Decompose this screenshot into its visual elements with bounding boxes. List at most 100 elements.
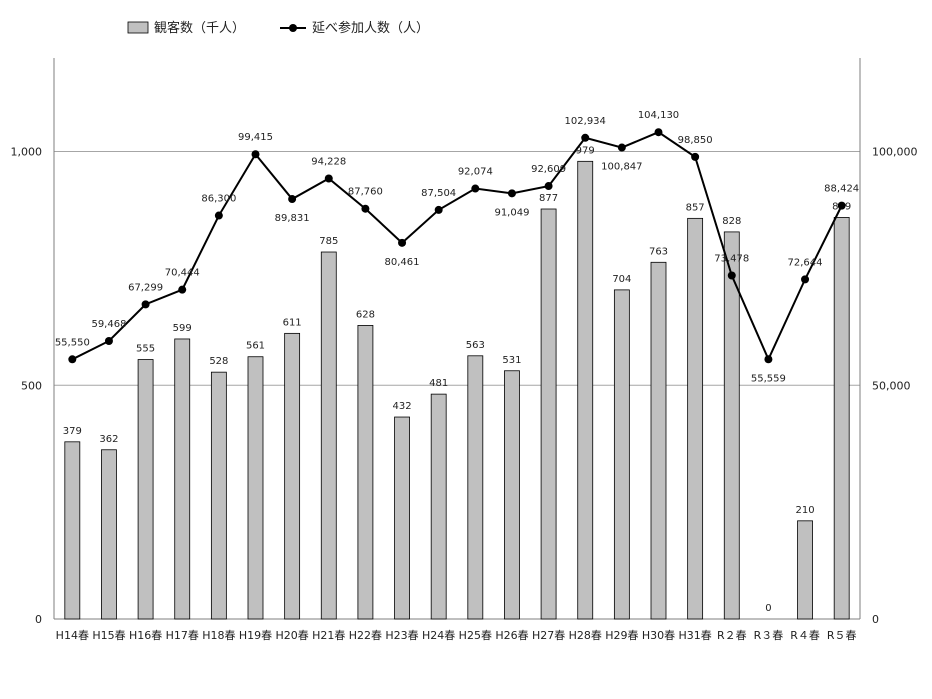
x-tick-label: H22春 — [349, 629, 382, 642]
line-data-label: 94,228 — [311, 156, 346, 167]
line-point — [471, 184, 480, 193]
x-tick-label: H25春 — [459, 629, 492, 642]
bar-data-label: 561 — [246, 341, 265, 352]
y-right-tick-label: 50,000 — [872, 379, 911, 392]
legend-line-label: 延べ参加人数（人） — [312, 20, 429, 36]
bar — [650, 261, 667, 620]
bar-data-label: 528 — [209, 356, 228, 367]
bar-data-label: 785 — [319, 236, 338, 247]
line-data-label: 88,424 — [824, 184, 859, 195]
bar — [504, 370, 520, 620]
x-tick-label: R３春 — [754, 629, 784, 642]
line-point — [214, 211, 223, 220]
bar — [577, 160, 594, 620]
x-tick-label: H27春 — [532, 629, 565, 642]
line-point — [581, 133, 590, 142]
x-tick-label: H30春 — [642, 629, 675, 642]
line-point — [837, 201, 846, 210]
bar-data-label: 979 — [576, 145, 595, 156]
x-tick-label: H24春 — [422, 629, 455, 642]
bar-data-label: 563 — [466, 340, 485, 351]
bar-data-label: 763 — [649, 246, 668, 257]
line-point — [104, 336, 113, 345]
bar — [430, 393, 447, 620]
bar — [613, 289, 630, 620]
x-tick-label: R２春 — [717, 629, 747, 642]
bar-data-label: 877 — [539, 193, 558, 204]
line-point — [251, 150, 260, 159]
y-left-tick-label: 0 — [35, 613, 42, 626]
line-data-label: 99,415 — [238, 132, 273, 143]
legend-bar-swatch — [127, 21, 149, 34]
x-tick-label: H17春 — [166, 629, 199, 642]
bar-data-label: 828 — [722, 216, 741, 227]
bar-data-label: 362 — [99, 434, 118, 445]
x-tick-label: H26春 — [495, 629, 528, 642]
line-data-label: 91,049 — [494, 207, 529, 218]
x-tick-label: H21春 — [312, 629, 345, 642]
bar-data-label: 481 — [429, 378, 448, 389]
legend-line-marker — [289, 24, 297, 32]
bar — [64, 441, 81, 620]
line-data-label: 67,299 — [128, 282, 163, 293]
x-tick-label: R４春 — [790, 629, 820, 642]
bar — [687, 217, 704, 620]
y-right-tick-label: 100,000 — [872, 146, 918, 159]
line-data-label: 59,468 — [91, 319, 126, 330]
line-point — [764, 355, 773, 364]
line-point — [801, 275, 810, 284]
bar — [101, 449, 117, 620]
bar-data-label: 555 — [136, 344, 155, 355]
line-point — [617, 143, 626, 152]
x-tick-label: H31春 — [678, 629, 711, 642]
x-tick-label: H18春 — [202, 629, 235, 642]
bar-data-label: 611 — [283, 317, 302, 328]
bar — [247, 356, 264, 620]
bar-data-label: 599 — [173, 323, 192, 334]
bar-data-label: 857 — [686, 202, 705, 213]
bar-data-label: 628 — [356, 309, 375, 320]
bar — [210, 371, 227, 620]
line-point — [727, 271, 736, 280]
line-point — [361, 204, 370, 213]
y-left-tick-label: 1,000 — [11, 146, 43, 159]
bar — [357, 325, 374, 620]
x-tick-label: H23春 — [385, 629, 418, 642]
bar — [320, 251, 337, 620]
bar — [467, 355, 484, 620]
x-tick-label: H14春 — [56, 629, 89, 642]
x-tick-label: H16春 — [129, 629, 162, 642]
bar — [833, 217, 850, 620]
line-point — [434, 205, 443, 214]
legend-bar-label: 観客数（千人） — [154, 20, 245, 36]
bar — [394, 416, 410, 620]
bar — [284, 332, 301, 620]
line-data-label: 55,559 — [751, 373, 786, 384]
y-right-tick-label: 0 — [872, 613, 879, 626]
x-tick-label: H19春 — [239, 629, 272, 642]
line-data-label: 86,300 — [201, 194, 236, 205]
x-tick-label: H29春 — [605, 629, 638, 642]
x-tick-label: H20春 — [275, 629, 308, 642]
line-point — [178, 285, 187, 294]
line-data-label: 98,850 — [678, 135, 713, 146]
line-data-label: 70,444 — [165, 268, 200, 279]
bar-data-label: 0 — [765, 603, 771, 614]
line-point — [398, 238, 407, 247]
bar — [723, 231, 740, 620]
line-point — [288, 195, 297, 204]
line-data-label: 87,760 — [348, 187, 383, 198]
line-data-label: 55,550 — [55, 337, 90, 348]
line-series — [71, 131, 843, 362]
x-tick-label: H28春 — [569, 629, 602, 642]
bar — [174, 338, 191, 620]
line-data-label: 89,831 — [275, 213, 310, 224]
bar-data-label: 704 — [612, 274, 631, 285]
bar-data-label: 432 — [392, 401, 411, 412]
y-left-tick-label: 500 — [21, 379, 42, 392]
bar — [137, 359, 154, 620]
bar — [540, 208, 557, 620]
line-data-label: 92,074 — [458, 167, 493, 178]
x-tick-label: H15春 — [92, 629, 125, 642]
line-data-label: 102,934 — [565, 116, 606, 127]
